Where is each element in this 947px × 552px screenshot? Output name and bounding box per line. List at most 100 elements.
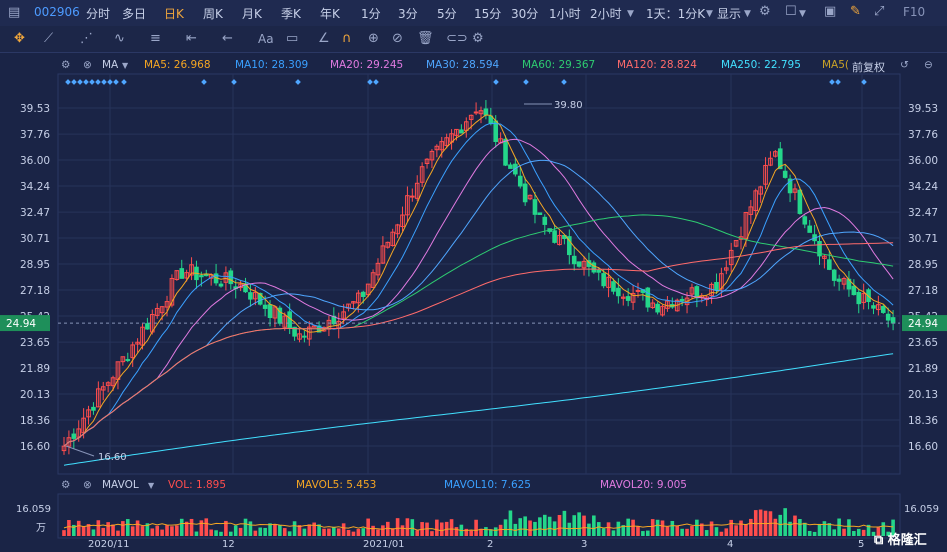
candle-body (571, 255, 577, 265)
x-label: 3 (581, 539, 588, 550)
candle-body (478, 110, 484, 115)
candle-body (282, 315, 288, 328)
trash-icon[interactable]: 🗑 (417, 31, 434, 46)
lock-icon[interactable]: ⊕ (368, 31, 379, 46)
candle-body (100, 386, 106, 391)
measure-tool-icon[interactable]: ⇤ (186, 31, 197, 46)
candle-body (782, 170, 788, 178)
tab-period-8[interactable]: 3分 (398, 7, 418, 21)
pin-icon[interactable]: ▤ (8, 5, 21, 20)
y-tick-label: 28.95 (20, 259, 50, 271)
adjust-mode[interactable]: 前复权 (852, 61, 885, 74)
volume-bar (498, 524, 503, 536)
candle-body (665, 300, 670, 309)
magnet-icon[interactable]: ∩ (342, 31, 352, 46)
chevron-down-icon[interactable]: ▼ (706, 9, 713, 19)
close-icon[interactable]: ⊗ (83, 479, 92, 491)
crosshair-icon[interactable]: ✥ (14, 31, 25, 46)
volume-bar (562, 510, 567, 536)
arrow-tool-icon[interactable]: ← (222, 31, 233, 46)
candle-body (822, 255, 827, 259)
tab-period-9[interactable]: 5分 (437, 7, 457, 21)
candle-body (743, 212, 749, 240)
minimize-icon[interactable]: ⊖ (924, 59, 933, 71)
tab-period-13[interactable]: 2小时 (590, 7, 622, 21)
period-dropdown[interactable]: 1天：1分K (646, 7, 706, 21)
settings-icon[interactable]: ⚙ (472, 31, 484, 46)
text-tool-icon[interactable]: Aa (258, 32, 274, 46)
settings-icon[interactable]: ⚙ (759, 4, 771, 19)
x-label: 2021/01 (363, 539, 405, 550)
candle-body (360, 291, 366, 297)
volume-bar (582, 515, 586, 536)
chevron-down-icon[interactable]: ▼ (744, 9, 751, 19)
volume-bar (601, 528, 606, 536)
channel-tool-icon[interactable]: ⋰ (80, 31, 93, 46)
volume-bar (518, 518, 523, 536)
eraser-icon[interactable]: ▭ (286, 31, 299, 46)
candle-body (532, 199, 538, 215)
max-price-label: 39.80 (554, 100, 583, 111)
tab-period-6[interactable]: 年K (320, 7, 340, 21)
chevron-down-icon[interactable]: ▼ (148, 481, 155, 490)
tab-period-3[interactable]: 周K (203, 7, 223, 21)
ruler-icon[interactable]: ∠ (318, 31, 330, 46)
candle-body (625, 296, 631, 301)
tab-period-12[interactable]: 1小时 (549, 7, 581, 21)
tab-period-5[interactable]: 季K (281, 7, 301, 21)
volume-bar (489, 529, 493, 536)
settings-icon[interactable]: ⚙ (61, 479, 71, 491)
candle-body (272, 306, 278, 319)
f10-label[interactable]: F10 (903, 5, 926, 19)
volume-bar (886, 531, 890, 536)
volume-bar (572, 515, 577, 536)
fib-tool-icon[interactable]: ≡ (150, 31, 161, 46)
settings-icon[interactable]: ⚙ (61, 59, 71, 71)
event-marker (83, 79, 89, 85)
checkbox-icon[interactable]: ☐ (785, 4, 797, 19)
line-tool-icon[interactable]: ⟋ (44, 31, 54, 46)
volume-bar (832, 529, 837, 536)
volume-bar (611, 530, 616, 536)
candle-body (434, 145, 440, 151)
candle-body (787, 178, 793, 194)
event-marker (101, 79, 107, 85)
volume-bar (390, 528, 395, 536)
event-marker (523, 79, 529, 85)
tab-period-11[interactable]: 30分 (511, 7, 539, 21)
chevron-down-icon[interactable]: ▼ (799, 9, 806, 19)
tab-period-2[interactable]: 日K (164, 7, 184, 21)
candle-body (567, 236, 572, 256)
tab-period-10[interactable]: 15分 (474, 7, 502, 21)
wave-tool-icon[interactable]: ∿ (114, 31, 125, 46)
event-marker (201, 79, 207, 85)
chevron-down-icon[interactable]: ▼ (627, 9, 634, 19)
candle-body (841, 278, 847, 285)
tab-period-0[interactable]: 分时 (86, 7, 111, 21)
link-icon[interactable]: ⊂⊃ (446, 31, 468, 46)
pen-icon[interactable]: ✎ (850, 4, 861, 19)
fullscreen-icon[interactable]: ⤢ (874, 4, 885, 19)
ma-line (63, 138, 894, 447)
close-icon[interactable]: ⊗ (83, 59, 92, 71)
tab-period-7[interactable]: 1分 (361, 7, 381, 21)
hide-icon[interactable]: ⊘ (392, 31, 403, 46)
tab-period-4[interactable]: 月K (242, 7, 262, 21)
volume-bar (636, 525, 640, 536)
camera-icon[interactable]: ▣ (824, 4, 837, 19)
chevron-down-icon[interactable]: ▼ (122, 61, 129, 70)
tab-period-1[interactable]: 多日 (122, 7, 147, 21)
volume-bar (145, 523, 150, 536)
display-dropdown[interactable]: 显示 (717, 7, 742, 21)
volume-bar (307, 524, 312, 536)
y-tick-label: 18.36 (20, 415, 50, 427)
y-tick-label: 39.53 (908, 103, 938, 115)
x-label: 12 (222, 539, 235, 550)
volume-bar (793, 515, 797, 536)
brand-logo: ⧉ 格隆汇 (874, 533, 927, 548)
ma250-label: MA250: 22.795 (721, 59, 801, 71)
candle-body (375, 262, 381, 276)
undo-icon[interactable]: ↺ (900, 59, 909, 71)
stock-code[interactable]: 002906 (34, 5, 80, 19)
